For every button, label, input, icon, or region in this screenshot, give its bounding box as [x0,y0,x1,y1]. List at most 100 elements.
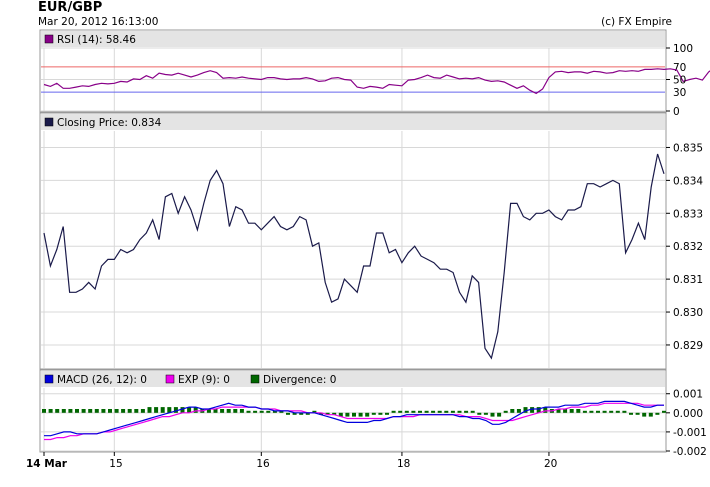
exp-legend-label: EXP (9): 0 [178,374,230,386]
divergence-bar [563,409,568,413]
divergence-bar [226,409,231,413]
divergence-bar [55,409,60,413]
divergence-legend-label: Divergence: 0 [263,374,336,386]
divergence-bar [292,412,297,415]
divergence-bar [121,409,126,413]
divergence-bar [101,409,106,413]
divergence-bar [325,412,330,415]
divergence-legend-swatch [250,374,260,384]
macd-series [44,400,664,441]
divergence-bar [75,409,79,413]
macd-grid [41,388,665,452]
divergence-bar [596,410,600,413]
divergence-bar [385,412,389,415]
divergence-bar [134,409,139,413]
divergence-bar [193,407,198,413]
x-tick-label: 18 [397,458,410,470]
divergence-bar [648,412,653,417]
divergence-bar [206,409,211,413]
divergence-bar [332,412,337,415]
y-tick-label: 100 [673,43,693,55]
divergence-bar [622,410,627,413]
x-tick-label: 20 [544,458,557,470]
macd-legend-swatch [44,374,54,384]
y-tick-label: 0.831 [673,274,703,286]
price-legend-swatch [44,117,54,127]
divergence-bar [411,410,416,413]
rsi-y-axis: 100 50 0 [666,43,693,118]
divergence-bar [477,412,482,415]
divergence-bar [48,409,53,413]
divergence-bar [42,409,46,413]
divergence-bar [233,409,238,413]
rsi-legend-swatch [44,34,54,44]
divergence-bar [305,412,310,415]
y-tick-label: 0.834 [673,175,703,187]
rsi-panel: RSI (14): 58.46 70 30 100 50 0 [39,29,710,118]
x-tick-label: 14 Mar [26,458,68,470]
divergence-bar [140,409,145,413]
chart-title: EUR/GBP [38,0,103,15]
divergence-bar [569,409,574,413]
y-tick-label: -0.002 [673,446,707,458]
y-tick-label: 0.830 [673,307,703,319]
divergence-bar [81,409,86,413]
divergence-bar [220,409,225,413]
macd-legend-label: MACD (26, 12): 0 [57,374,147,386]
divergence-bar [424,410,429,413]
x-tick-label: 16 [256,458,270,470]
divergence-bar [160,407,165,413]
rsi-legend-bar [41,31,665,47]
macd-y-axis: 0.001 0.000 -0.001 -0.002 [666,389,707,458]
rsi-legend-label: RSI (14): 58.46 [57,34,136,46]
divergence-bar [279,410,284,413]
divergence-bar [173,407,178,413]
rsi-series [43,68,710,95]
price-panel-frame [39,112,667,370]
divergence-bar [345,412,350,417]
divergence-bar [187,407,192,413]
price-y-axis: 0.835 0.834 0.833 0.832 0.831 0.830 0.829 [666,142,703,352]
divergence-bar [523,407,528,413]
x-axis: 14 Mar 15 16 18 20 [26,452,557,470]
divergence-bar [589,410,594,413]
rsi-band-label: 30 [673,87,686,99]
macd-line [44,400,664,437]
price-line [43,153,665,360]
divergence-bar [629,412,633,415]
y-tick-label: 0.832 [673,241,703,253]
divergence-series [42,407,666,417]
exp-line [44,402,664,441]
rsi-line [43,68,710,95]
divergence-bar [253,410,258,413]
divergence-bar [602,410,607,413]
divergence-bar [655,412,660,415]
divergence-bar [450,410,455,413]
divergence-bar [338,412,343,417]
y-tick-label: 0.835 [673,142,703,154]
y-tick-label: 50 [673,75,686,87]
divergence-bar [431,410,436,413]
divergence-bar [154,407,159,413]
timestamp: Mar 20, 2012 16:13:00 [38,16,159,28]
divergence-bar [530,407,535,413]
price-legend-bar [41,114,665,130]
divergence-bar [88,409,93,413]
divergence-bar [167,407,172,413]
divergence-bar [490,412,495,417]
divergence-bar [299,412,304,415]
divergence-bar [358,412,363,417]
y-tick-label: 0.001 [673,389,703,401]
divergence-bar [556,409,561,413]
y-tick-label: 0.829 [673,340,703,352]
divergence-bar [114,409,119,413]
divergence-bar [510,409,515,413]
macd-panel: MACD (26, 12): 0 EXP (9): 0 Divergence: … [39,369,707,458]
price-grid [41,131,665,368]
credit-label: (c) FX Empire [601,16,672,28]
divergence-bar [497,412,502,417]
divergence-bar [352,412,356,417]
divergence-bar [68,409,73,413]
divergence-bar [437,410,442,413]
